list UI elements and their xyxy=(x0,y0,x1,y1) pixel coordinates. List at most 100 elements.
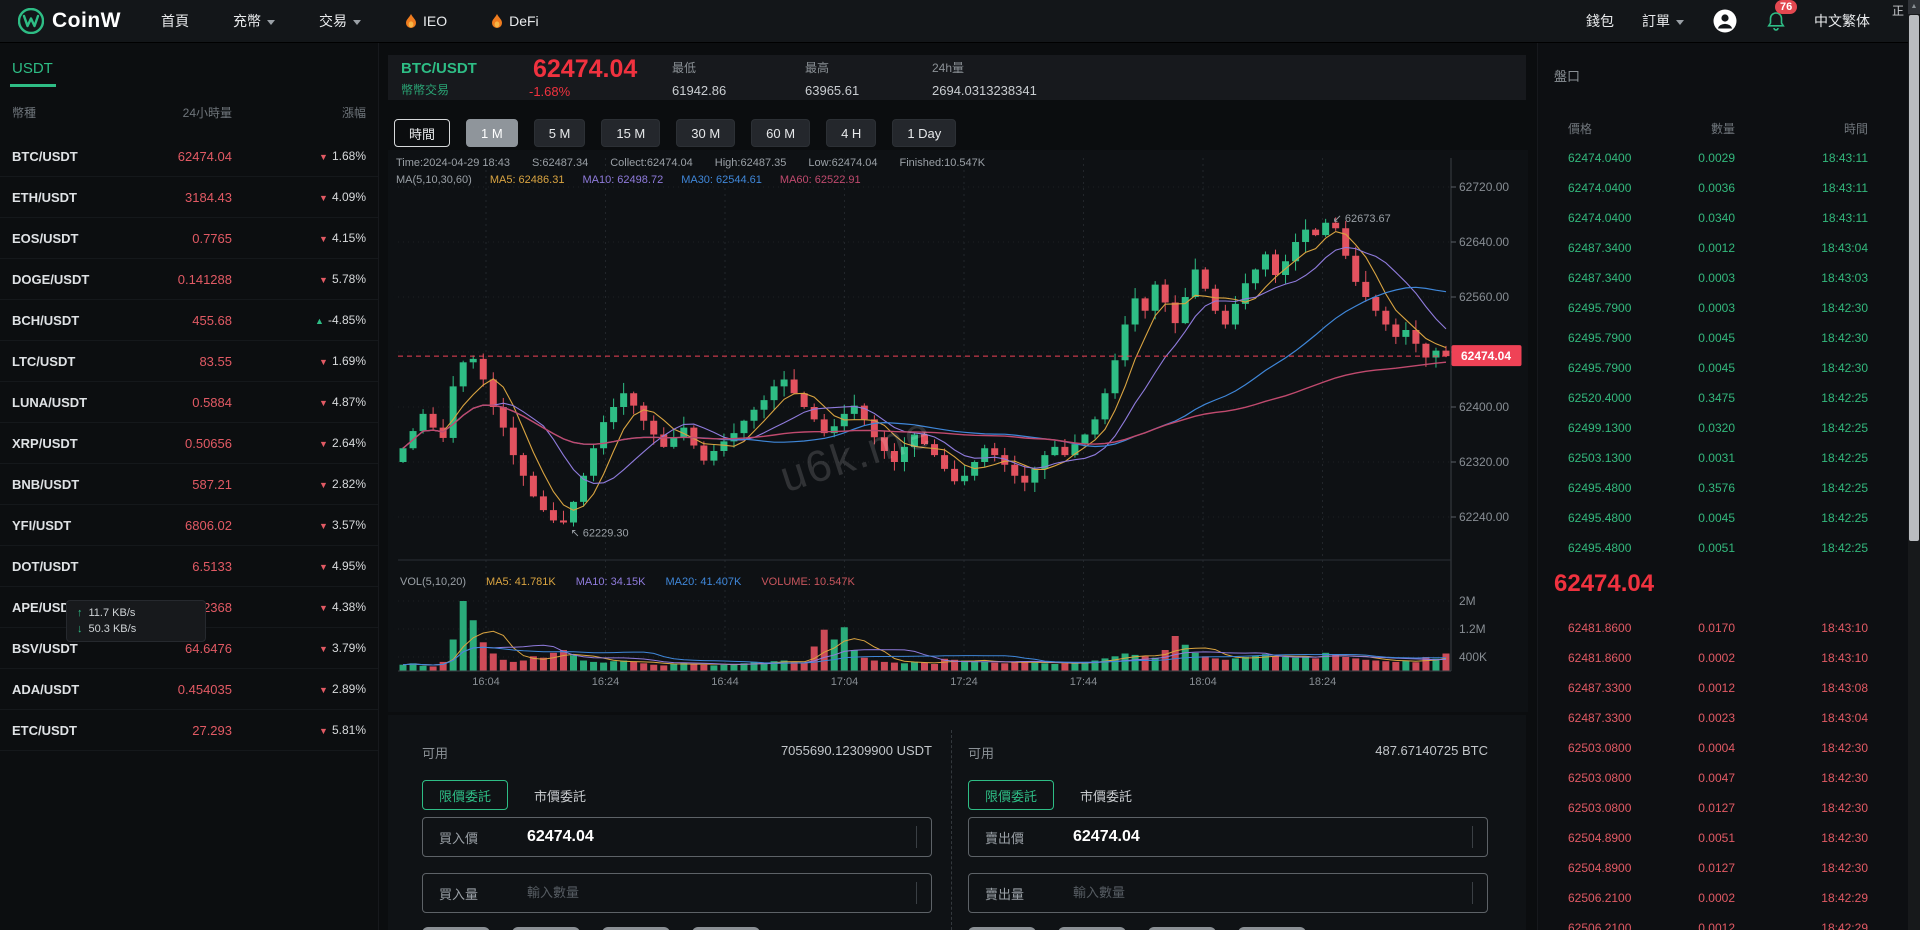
orderbook-row[interactable]: 62487.3300 0.0012 18:43:08 xyxy=(1568,673,1868,703)
timeframe-button-1M[interactable]: 1 M xyxy=(466,119,518,147)
buy-limit-tab[interactable]: 限價委託 xyxy=(422,780,509,810)
orderbook-row[interactable]: 62481.8600 0.0170 18:43:10 xyxy=(1568,613,1868,643)
stat-label: 最高 xyxy=(805,61,830,75)
input-divider xyxy=(916,882,917,904)
buy-amount-input[interactable] xyxy=(525,883,916,903)
sell-market-tab[interactable]: 市價委託 xyxy=(1080,788,1133,804)
timeframe-button-1Day[interactable]: 1 Day xyxy=(892,119,957,147)
nav-item-DeFi[interactable]: DeFi xyxy=(491,11,539,31)
svg-text:16:44: 16:44 xyxy=(711,676,739,688)
fire-icon xyxy=(405,13,417,29)
orderbook-row[interactable]: 62504.8900 0.0127 18:42:30 xyxy=(1568,853,1868,883)
orderbook-row[interactable]: 62520.4000 0.3475 18:42:25 xyxy=(1568,383,1868,413)
pair-row-ETC/USDT[interactable]: ETC/USDT 27.293 ▼ 5.81% xyxy=(0,710,378,751)
pair-row-YFI/USDT[interactable]: YFI/USDT 6806.02 ▼ 3.57% xyxy=(0,505,378,546)
percent-button[interactable] xyxy=(692,927,760,930)
orderbook-row[interactable]: 62506.2100 0.0012 18:42:29 xyxy=(1568,913,1868,930)
upload-speed-value: 11.7 KB/s xyxy=(88,607,136,619)
pair-row-EOS/USDT[interactable]: EOS/USDT 0.7765 ▼ 4.15% xyxy=(0,218,378,259)
percent-button[interactable] xyxy=(512,927,580,930)
orders-link[interactable]: 訂單 xyxy=(1642,11,1684,31)
pair-change: ▼ 4.09% xyxy=(232,190,366,204)
pair-list: BTC/USDT 62474.04 ▼ 1.68% ETH/USDT 3184.43 ▼ 4.… xyxy=(0,136,378,751)
buy-price-input[interactable] xyxy=(525,827,916,847)
sell-price-label: 賣出價 xyxy=(985,830,1025,846)
sell-amount-input[interactable] xyxy=(1071,883,1472,903)
percent-button[interactable] xyxy=(968,927,1036,930)
orderbook-row[interactable]: 62474.0400 0.0340 18:43:11 xyxy=(1568,203,1868,233)
orderbook-row[interactable]: 62481.8600 0.0002 18:43:10 xyxy=(1568,643,1868,673)
orderbook-row[interactable]: 62487.3400 0.0012 18:43:04 xyxy=(1568,233,1868,263)
orderbook-row[interactable]: 62495.7900 0.0045 18:42:30 xyxy=(1568,353,1868,383)
timeframe-label-button[interactable]: 時間 xyxy=(394,119,451,147)
language-selector[interactable]: 中文繁体 xyxy=(1814,13,1870,29)
orderbook-row[interactable]: 62487.3400 0.0003 18:43:03 xyxy=(1568,263,1868,293)
timeframe-button-15M[interactable]: 15 M xyxy=(601,119,661,147)
orderbook-row[interactable]: 62495.7900 0.0045 18:42:30 xyxy=(1568,323,1868,353)
orderbook-row[interactable]: 62503.0800 0.0004 18:42:30 xyxy=(1568,733,1868,763)
orderbook-row[interactable]: 62495.4800 0.0051 18:42:25 xyxy=(1568,533,1868,563)
pair-row-BTC/USDT[interactable]: BTC/USDT 62474.04 ▼ 1.68% xyxy=(0,136,378,177)
info-item: Low:62474.04 xyxy=(808,157,878,169)
orderbook-row[interactable]: 62499.1300 0.0320 18:42:25 xyxy=(1568,413,1868,443)
wallet-link[interactable]: 錢包 xyxy=(1586,13,1614,29)
svg-text:18:04: 18:04 xyxy=(1189,676,1217,688)
orderbook-row[interactable]: 62503.1300 0.0031 18:42:25 xyxy=(1568,443,1868,473)
percent-button[interactable] xyxy=(422,927,490,930)
svg-text:62240.00: 62240.00 xyxy=(1459,510,1509,524)
timeframe-button-5M[interactable]: 5 M xyxy=(533,119,586,147)
orderbook-row[interactable]: 62503.0800 0.0127 18:42:30 xyxy=(1568,793,1868,823)
pair-row-BCH/USDT[interactable]: BCH/USDT 455.68 ▲ -4.85% xyxy=(0,300,378,341)
tab-usdt[interactable]: USDT xyxy=(12,60,53,77)
pair-row-DOT/USDT[interactable]: DOT/USDT 6.5133 ▼ 4.95% xyxy=(0,546,378,587)
info-item: Time:2024-04-29 18:43 xyxy=(396,157,510,169)
timeframe-button-60M[interactable]: 60 M xyxy=(751,119,811,147)
pair-row-XRP/USDT[interactable]: XRP/USDT 0.50656 ▼ 2.64% xyxy=(0,423,378,464)
market-trade-type: 幣幣交易 xyxy=(401,83,450,97)
nav-item-充幣[interactable]: 充幣 xyxy=(233,11,275,31)
buy-market-tab[interactable]: 市價委託 xyxy=(534,788,587,804)
orderbook-row[interactable]: 62504.8900 0.0051 18:42:30 xyxy=(1568,823,1868,853)
nav-menu: 首頁 充幣 交易 IEO DeFi xyxy=(161,11,539,31)
ob-amount: 0.3475 xyxy=(1698,391,1735,405)
ob-price: 62487.3300 xyxy=(1568,681,1632,695)
ob-price: 62503.0800 xyxy=(1568,801,1632,815)
orderbook-row[interactable]: 62506.2100 0.0002 18:42:29 xyxy=(1568,883,1868,913)
pair-row-LUNA/USDT[interactable]: LUNA/USDT 0.5884 ▼ 4.87% xyxy=(0,382,378,423)
percent-button[interactable] xyxy=(1238,927,1306,930)
triangle-down-icon: ▼ xyxy=(319,521,328,531)
nav-item-交易[interactable]: 交易 xyxy=(319,11,361,31)
orderbook-row[interactable]: 62474.0400 0.0029 18:43:11 xyxy=(1568,143,1868,173)
pair-row-BSV/USDT[interactable]: BSV/USDT 64.6476 ▼ 3.79% xyxy=(0,628,378,669)
nav-item-首頁[interactable]: 首頁 xyxy=(161,11,189,31)
orderbook-row[interactable]: 62495.4800 0.0045 18:42:25 xyxy=(1568,503,1868,533)
triangle-down-icon: ▼ xyxy=(319,480,328,490)
percent-button[interactable] xyxy=(1058,927,1126,930)
timeframe-button-4H[interactable]: 4 H xyxy=(826,119,877,147)
orderbook-row[interactable]: 62503.0800 0.0047 18:42:30 xyxy=(1568,763,1868,793)
pair-row-LTC/USDT[interactable]: LTC/USDT 83.55 ▼ 1.69% xyxy=(0,341,378,382)
brand-logo[interactable]: CoinW xyxy=(18,8,121,34)
percent-button[interactable] xyxy=(1148,927,1216,930)
orderbook-row[interactable]: 62495.7900 0.0003 18:42:30 xyxy=(1568,293,1868,323)
input-divider xyxy=(1472,882,1473,904)
scrollbar-thumb[interactable] xyxy=(1909,15,1919,541)
orderbook-row[interactable]: 62474.0400 0.0036 18:43:11 xyxy=(1568,173,1868,203)
orderbook-row[interactable]: 62495.4800 0.3576 18:42:25 xyxy=(1568,473,1868,503)
avatar-icon[interactable] xyxy=(1712,8,1738,34)
sell-price-input[interactable] xyxy=(1071,827,1472,847)
pair-row-ETH/USDT[interactable]: ETH/USDT 3184.43 ▼ 4.09% xyxy=(0,177,378,218)
pair-change-value: 2.64% xyxy=(331,436,366,450)
pair-row-ADA/USDT[interactable]: ADA/USDT 0.454035 ▼ 2.89% xyxy=(0,669,378,710)
pair-row-BNB/USDT[interactable]: BNB/USDT 587.21 ▼ 2.82% xyxy=(0,464,378,505)
pair-change-value: 4.15% xyxy=(331,231,366,245)
scrollbar-up-arrow[interactable]: ▲ xyxy=(1908,0,1920,14)
notification-bell[interactable]: 76 xyxy=(1766,0,1798,34)
sell-limit-tab[interactable]: 限價委託 xyxy=(968,780,1055,810)
timeframe-button-30M[interactable]: 30 M xyxy=(676,119,736,147)
percent-button[interactable] xyxy=(602,927,670,930)
nav-item-IEO[interactable]: IEO xyxy=(405,11,447,31)
pair-row-DOGE/USDT[interactable]: DOGE/USDT 0.141288 ▼ 5.78% xyxy=(0,259,378,300)
orderbook-row[interactable]: 62487.3300 0.0023 18:43:04 xyxy=(1568,703,1868,733)
ob-price: 62495.4800 xyxy=(1568,511,1632,525)
